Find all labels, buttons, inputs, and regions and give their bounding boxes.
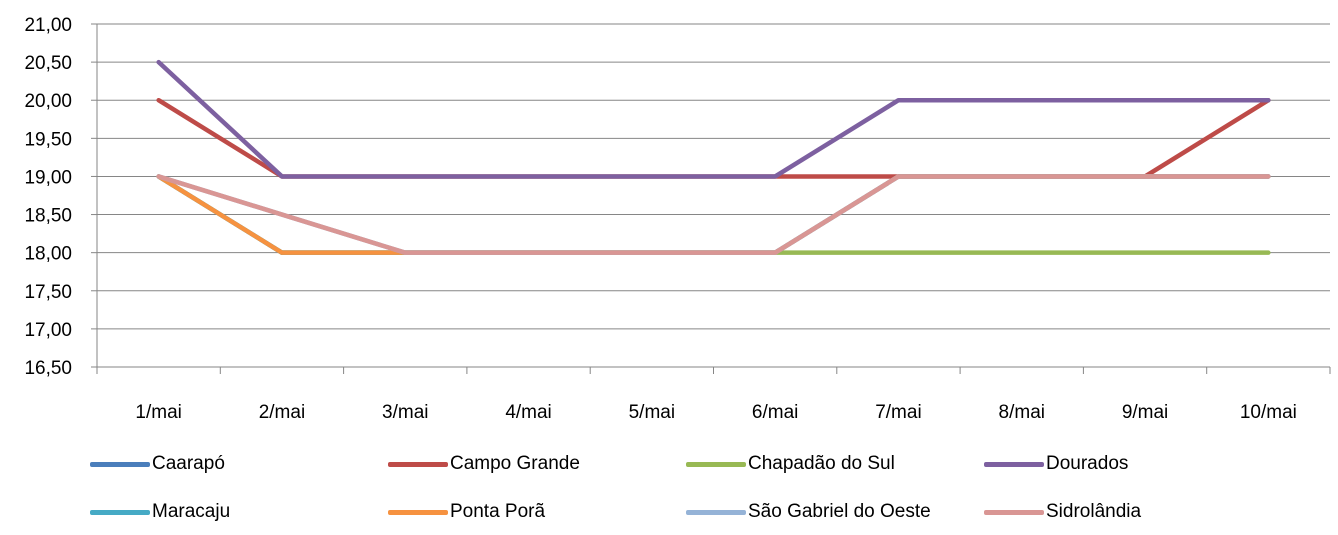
series-line-sidrol-ndia: [156, 174, 1271, 255]
y-tick-label: 16,50: [24, 358, 72, 379]
y-tick-label: 20,50: [24, 53, 72, 74]
x-tick-label: 6/mai: [752, 402, 798, 423]
x-tick-label: 2/mai: [259, 402, 305, 423]
x-tick-label: 8/mai: [999, 402, 1045, 423]
y-tick-label: 18,50: [24, 206, 72, 227]
x-tick-label: 7/mai: [875, 402, 921, 423]
tick-labels: 16,50 17,00 17,50 18,00 18,50 19,00 19,50 20,00…: [24, 15, 1296, 423]
x-tick-label: 1/mai: [135, 402, 181, 423]
series-line-dourados: [156, 59, 1271, 179]
y-tick-label: 20,00: [24, 91, 72, 112]
x-tick-label: 9/mai: [1122, 402, 1168, 423]
y-tick-label: 17,00: [24, 320, 72, 341]
series-lines: [156, 59, 1271, 255]
x-tick-label: 4/mai: [505, 402, 551, 423]
y-tick-label: 19,00: [24, 167, 72, 188]
x-tick-label: 10/mai: [1240, 402, 1297, 423]
y-tick-label: 19,50: [24, 129, 72, 150]
axes: [91, 23, 1331, 374]
y-tick-label: 17,50: [24, 282, 72, 303]
y-tick-label: 18,00: [24, 244, 72, 265]
y-tick-label: 21,00: [24, 15, 72, 36]
x-tick-label: 5/mai: [629, 402, 675, 423]
x-tick-label: 3/mai: [382, 402, 428, 423]
